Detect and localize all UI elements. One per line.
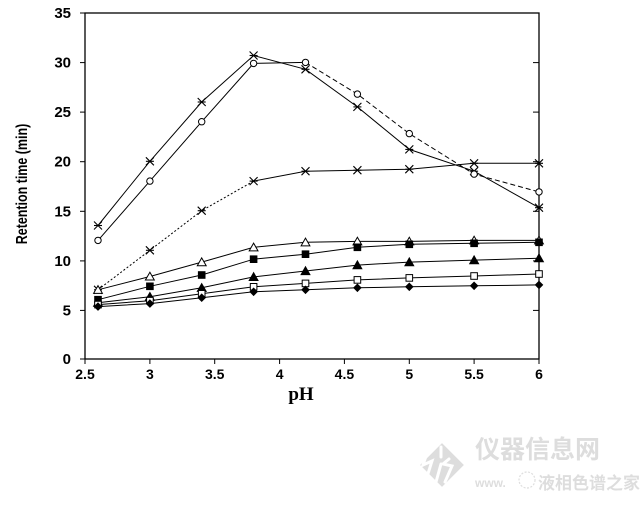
svg-text:3: 3 <box>146 366 154 382</box>
svg-text:2.5: 2.5 <box>75 366 95 382</box>
svg-text:3.5: 3.5 <box>205 366 225 382</box>
svg-text:5: 5 <box>405 366 413 382</box>
svg-text:Retention time (min): Retention time (min) <box>14 124 32 245</box>
svg-text:0: 0 <box>63 351 71 368</box>
svg-text:仪器信息网: 仪器信息网 <box>475 430 600 466</box>
svg-text:10: 10 <box>54 253 71 270</box>
svg-text:4.5: 4.5 <box>335 366 355 382</box>
svg-text:30: 30 <box>54 55 71 72</box>
svg-text:25: 25 <box>54 104 71 121</box>
svg-text:5: 5 <box>63 302 71 319</box>
svg-text:液相色谱之家: 液相色谱之家 <box>538 469 640 494</box>
svg-text:www.: www. <box>474 476 506 490</box>
svg-text:35: 35 <box>54 5 71 22</box>
svg-text:4: 4 <box>276 366 284 382</box>
svg-text:15: 15 <box>54 203 71 220</box>
svg-text:pH: pH <box>288 384 314 405</box>
svg-text:20: 20 <box>54 154 71 171</box>
svg-text:5.5: 5.5 <box>464 366 484 382</box>
svg-text:6: 6 <box>535 366 543 382</box>
